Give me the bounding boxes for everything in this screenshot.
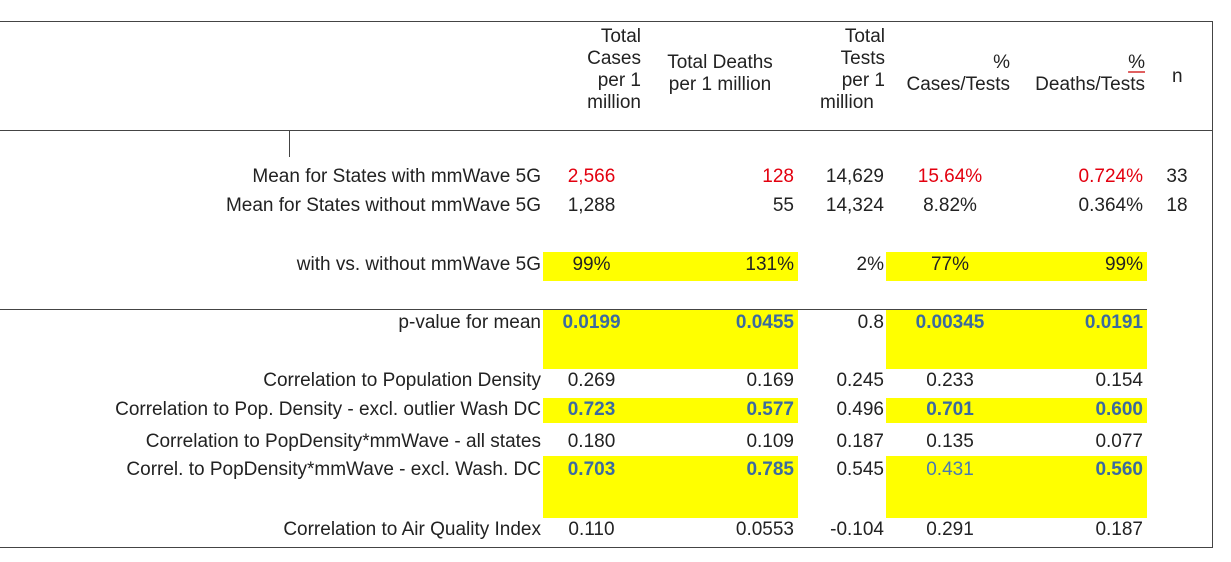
highlight-popdens-excl-deaths bbox=[643, 398, 798, 423]
row-1-deaths-cell: 55 bbox=[772, 195, 794, 216]
highlight-popdens-excl-dt bbox=[1016, 398, 1147, 423]
highlight-pvalue-ct bbox=[886, 310, 1016, 369]
row-2-cases-cell: 99% bbox=[572, 254, 611, 275]
row-5-tests-cell: 0.496 bbox=[836, 399, 884, 420]
row-0-tests-cell: 14,629 bbox=[825, 166, 884, 187]
header-total-tests: Total Tests per 1 million bbox=[820, 26, 885, 113]
highlight-popdens-excl-ct bbox=[886, 398, 1016, 423]
row-8-cases-cell: 0.110 bbox=[568, 519, 615, 540]
row-1-n-cell: 18 bbox=[1166, 195, 1188, 216]
row-0-label: Mean for States with mmWave 5G bbox=[252, 166, 541, 187]
highlight-pvalue-cases bbox=[543, 310, 643, 369]
row-3-cases-cell: 0.0199 bbox=[562, 312, 621, 333]
row-5-ct-cell: 0.701 bbox=[926, 399, 974, 420]
row-4-dt-cell: 0.154 bbox=[1095, 370, 1143, 391]
row-4-deaths-cell: 0.169 bbox=[746, 370, 794, 391]
row-0-ct-cell: 15.64% bbox=[917, 166, 983, 187]
row-2-deaths-cell: 131% bbox=[745, 254, 794, 275]
row-5-label: Correlation to Pop. Density - excl. outl… bbox=[115, 399, 541, 420]
row-6-label: Correlation to PopDensity*mmWave - all s… bbox=[145, 431, 541, 452]
row-0-dt-cell: 0.724% bbox=[1078, 166, 1143, 187]
highlight-correl-excl-deaths bbox=[643, 456, 798, 518]
row-8-ct-cell: 0.291 bbox=[926, 519, 974, 540]
row-8-label: Correlation to Air Quality Index bbox=[283, 519, 541, 540]
row-1-dt-cell: 0.364% bbox=[1078, 195, 1143, 216]
row-1-cases-cell: 1,288 bbox=[567, 195, 616, 216]
highlight-correl-excl-cases bbox=[543, 456, 643, 518]
highlight-with-vs-dt bbox=[1016, 252, 1147, 281]
row-6-cases-cell: 0.180 bbox=[567, 431, 616, 452]
row-7-tests-cell: 0.545 bbox=[836, 459, 884, 480]
top-border bbox=[0, 21, 1213, 22]
row-1-tests-cell: 14,324 bbox=[825, 195, 884, 216]
bottom-border bbox=[0, 547, 1213, 548]
row-5-deaths-cell: 0.577 bbox=[746, 399, 794, 420]
row-8-deaths-cell: 0.0553 bbox=[735, 519, 794, 540]
highlight-with-vs-ct bbox=[886, 252, 1016, 281]
highlight-pvalue-deaths bbox=[643, 310, 798, 369]
right-border bbox=[1212, 21, 1213, 548]
row-1-ct-cell: 8.82% bbox=[923, 195, 977, 216]
row-3-ct-cell: 0.00345 bbox=[915, 312, 985, 333]
header-n: n bbox=[1172, 66, 1183, 87]
row-5-dt-cell: 0.600 bbox=[1095, 399, 1143, 420]
row-0-deaths-cell: 128 bbox=[762, 166, 794, 187]
row-8-tests-cell: -0.104 bbox=[830, 519, 884, 540]
row-6-dt-cell: 0.077 bbox=[1095, 431, 1143, 452]
header-total-cases: Total Cases per 1 million bbox=[587, 26, 641, 113]
row-4-ct-cell: 0.233 bbox=[926, 370, 974, 391]
header-divider bbox=[0, 130, 1213, 131]
cell-cursor bbox=[289, 131, 290, 157]
row-8-dt-cell: 0.187 bbox=[1095, 519, 1143, 540]
row-7-cases-cell: 0.703 bbox=[567, 459, 616, 480]
highlight-with-vs-cases bbox=[543, 252, 643, 281]
row-6-ct-cell: 0.135 bbox=[926, 431, 974, 452]
row-1-label: Mean for States without mmWave 5G bbox=[225, 195, 541, 216]
highlight-popdens-excl-cases bbox=[543, 398, 643, 423]
row-4-tests-cell: 0.245 bbox=[836, 370, 884, 391]
header-cases-tests: % Cases/Tests bbox=[906, 52, 1010, 95]
row-3-dt-cell: 0.0191 bbox=[1084, 312, 1143, 333]
row-4-label: Correlation to Population Density bbox=[263, 370, 541, 391]
row-7-ct-cell: 0.431 bbox=[926, 459, 974, 480]
highlight-correl-excl-dt bbox=[1016, 456, 1147, 518]
row-3-tests-cell: 0.8 bbox=[857, 312, 884, 333]
header-deaths-tests: % Deaths/Tests bbox=[1035, 52, 1145, 95]
row-7-dt-cell: 0.560 bbox=[1095, 459, 1143, 480]
row-2-label: with vs. without mmWave 5G bbox=[296, 254, 541, 275]
row-2-ct-cell: 77% bbox=[930, 254, 970, 275]
highlight-correl-excl-ct bbox=[886, 456, 1016, 518]
highlight-pvalue-dt bbox=[1016, 310, 1147, 369]
row-7-label: Correl. to PopDensity*mmWave - excl. Was… bbox=[126, 459, 541, 480]
row-4-cases-cell: 0.269 bbox=[567, 370, 616, 391]
row-7-deaths-cell: 0.785 bbox=[746, 459, 794, 480]
header-total-deaths: Total Deaths per 1 million bbox=[667, 52, 773, 95]
row-0-cases-cell: 2,566 bbox=[567, 166, 616, 187]
row-2-tests-cell: 2% bbox=[856, 254, 884, 275]
row-5-cases-cell: 0.723 bbox=[567, 399, 616, 420]
row-6-tests-cell: 0.187 bbox=[836, 431, 884, 452]
row-3-deaths-cell: 0.0455 bbox=[735, 312, 794, 333]
row-3-label: p-value for mean bbox=[398, 312, 541, 333]
section-divider bbox=[0, 309, 1147, 310]
row-0-n-cell: 33 bbox=[1166, 166, 1188, 187]
row-6-deaths-cell: 0.109 bbox=[746, 431, 794, 452]
highlight-with-vs-deaths bbox=[643, 252, 798, 281]
row-2-dt-cell: 99% bbox=[1104, 254, 1143, 275]
